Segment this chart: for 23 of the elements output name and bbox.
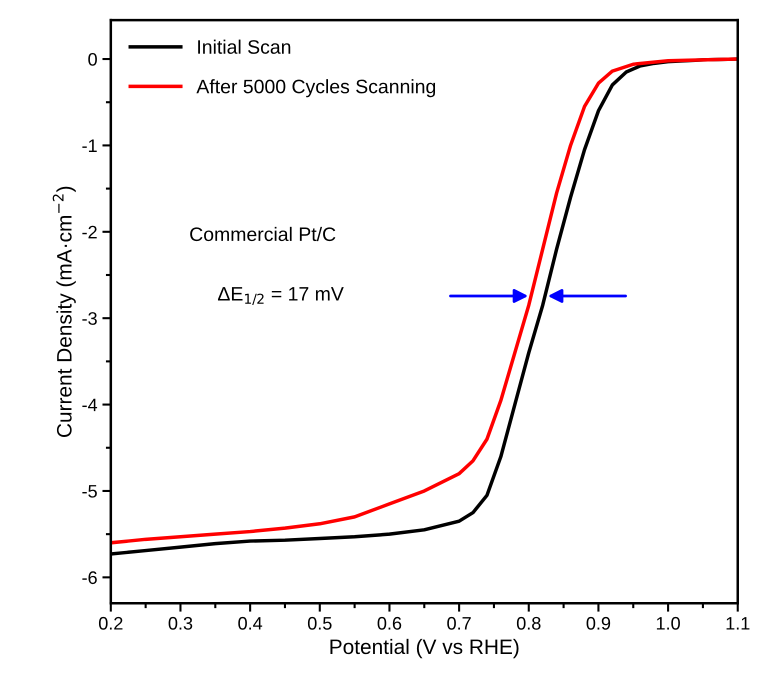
x-tick-label: 0.2 (98, 616, 122, 630)
x-tick-label: 0.4 (238, 616, 262, 630)
legend-label: After 5000 Cycles Scanning (196, 79, 436, 98)
y-tick-label: -4 (82, 398, 98, 412)
x-tick-label: 0.5 (308, 616, 332, 630)
y-tick-label: -5 (82, 485, 97, 498)
x-tick-label: 0.8 (516, 616, 541, 630)
x-tick-label: 0.7 (447, 616, 471, 630)
x-axis-title: Potential (V vs RHE) (330, 638, 519, 658)
y-tick-label: -2 (82, 226, 97, 238)
x-tick-label: 0.3 (168, 616, 192, 630)
y-tick-label: -1 (82, 140, 97, 152)
y-axis-title: Current Density (mA·cm$^{−2}$) (52, 186, 76, 438)
x-tick-label: 0.6 (378, 616, 402, 630)
x-tick-label: 0.9 (586, 616, 610, 630)
y-tick-label: -3 (82, 312, 97, 325)
x-tick-label: 1.0 (656, 616, 680, 630)
x-tick-label: 1.1 (726, 617, 750, 630)
y-tick-label: 0 (88, 52, 97, 66)
annotation: ΔE$_{1/2}$ = 17 mV (218, 287, 344, 305)
annotation: Commercial Pt/C (190, 226, 336, 242)
y-tick-label: -6 (82, 571, 97, 584)
legend-label: Initial Scan (198, 40, 290, 54)
